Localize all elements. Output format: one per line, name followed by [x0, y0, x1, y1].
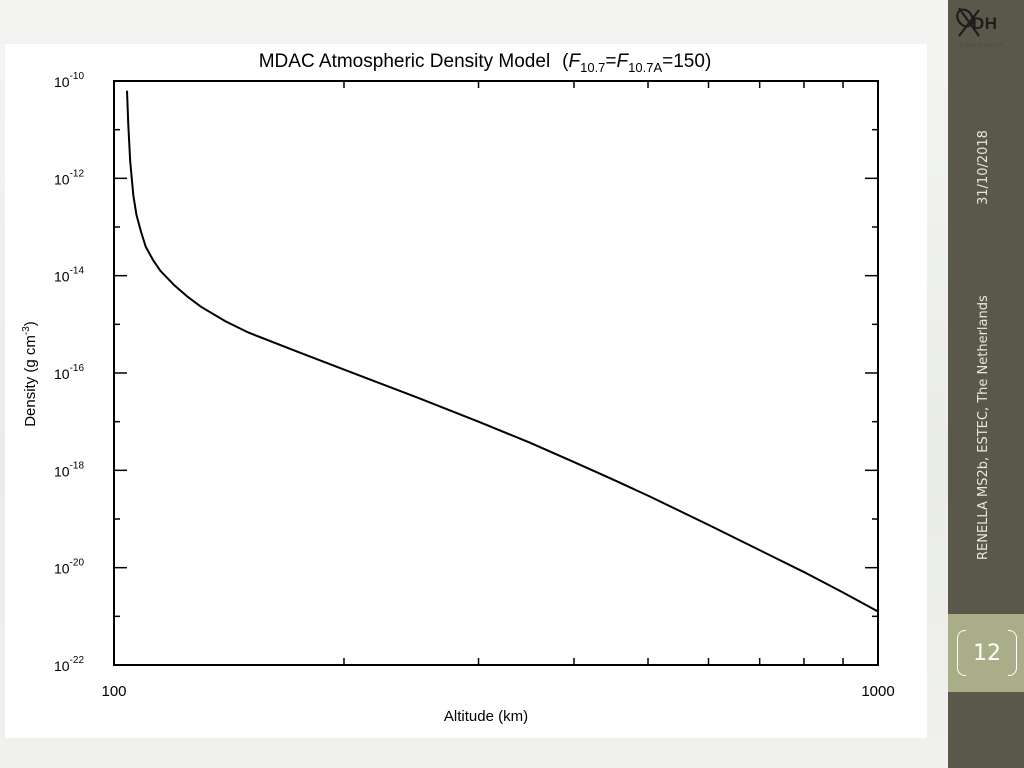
x-tick-label: 100 — [101, 683, 126, 700]
y-tick-label: 10-14 — [54, 266, 84, 285]
page-number-band — [948, 614, 1024, 692]
figure-panel: MDAC Atmospheric Density Model (F10.7=F10… — [5, 44, 927, 738]
page-number: 12 — [957, 630, 1017, 676]
y-tick-label: 10-20 — [54, 558, 84, 577]
logo-subtext: CONSULTANCY — [960, 43, 1004, 49]
satellite-icon — [956, 7, 980, 37]
logo-text: DH — [972, 14, 998, 33]
chart-title: MDAC Atmospheric Density Model (F10.7=F10… — [259, 51, 712, 75]
y-tick-labels: 10-10 10-12 10-14 10-16 10-18 10-20 10-22 — [54, 71, 84, 674]
dh-consultancy-logo — [956, 7, 980, 37]
x-axis-label: Altitude (km) — [444, 708, 528, 725]
y-tick-label: 10-12 — [54, 168, 84, 187]
density-chart: MDAC Atmospheric Density Model (F10.7=F10… — [21, 51, 895, 725]
x-tick-labels: 100 1000 — [101, 683, 894, 700]
slide-date: 31/10/2018 — [976, 130, 991, 205]
y-tick-label: 10-22 — [54, 655, 84, 674]
slide-footer: RENELLA MS2b, ESTEC, The Netherlands — [976, 295, 991, 560]
page-bracket-left — [957, 630, 966, 676]
x-tick-label: 1000 — [861, 683, 894, 700]
density-series-line — [126, 90, 879, 613]
y-axis-label: Density (g cm-3) — [21, 321, 39, 427]
plot-frame — [113, 80, 879, 666]
y-tick-label: 10-10 — [54, 71, 84, 90]
y-tick-label: 10-18 — [54, 460, 84, 479]
slide-sidebar — [948, 0, 1024, 768]
y-tick-label: 10-16 — [54, 363, 84, 382]
page-bracket-right — [1008, 630, 1017, 676]
axis-ticks — [113, 80, 879, 666]
chart-title-text: MDAC Atmospheric Density Model — [259, 51, 550, 72]
page-number-text: 12 — [973, 640, 1001, 666]
